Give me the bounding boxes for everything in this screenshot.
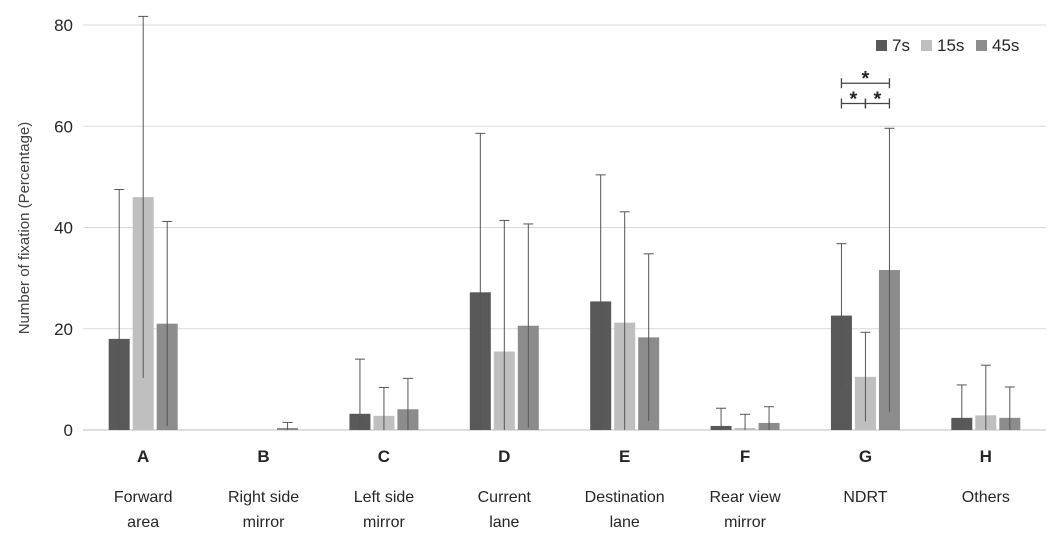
bars xyxy=(108,197,1021,430)
x-category-label: Rear view xyxy=(709,489,781,506)
y-tick-label: 20 xyxy=(54,320,73,339)
legend-label: 7s xyxy=(892,36,910,55)
x-category-letter: D xyxy=(498,447,510,466)
legend-label: 15s xyxy=(937,36,964,55)
significance-star: * xyxy=(874,88,882,110)
significance-star: * xyxy=(862,68,870,90)
significance-annotations: ** * xyxy=(840,68,891,110)
x-category-label: mirror xyxy=(724,514,766,531)
x-category-label: Destination xyxy=(585,489,665,506)
x-category-letter: B xyxy=(257,447,269,466)
y-tick-label: 60 xyxy=(54,117,73,136)
legend-swatch-7s xyxy=(876,40,887,51)
significance-star: * xyxy=(850,88,858,110)
x-category-label: Others xyxy=(962,489,1010,506)
legend-label: 45s xyxy=(992,36,1019,55)
x-category-label: mirror xyxy=(243,514,285,531)
x-axis-labels: A Forward area B Right side mirror C Left side m… xyxy=(114,447,1010,531)
legend-swatch-45s xyxy=(976,40,987,51)
y-tick-label: 80 xyxy=(54,16,73,35)
y-tick-label: 0 xyxy=(64,421,73,440)
x-category-letter: C xyxy=(378,447,390,466)
error-bars xyxy=(114,15,1015,430)
legend-swatch-15s xyxy=(921,40,932,51)
x-category-label: Right side xyxy=(228,489,299,506)
x-category-letter: A xyxy=(137,447,149,466)
x-category-letter: H xyxy=(980,447,992,466)
legend: 7s 15s 45s xyxy=(876,36,1019,55)
y-axis-label: Number of fixation (Percentage) xyxy=(16,122,33,335)
x-category-letter: G xyxy=(859,447,872,466)
y-tick-label: 40 xyxy=(54,219,73,238)
x-category-label: Left side xyxy=(354,489,415,506)
gridlines xyxy=(83,24,1046,431)
x-category-letter: E xyxy=(619,447,630,466)
x-category-label: lane xyxy=(610,514,640,531)
x-category-label: NDRT xyxy=(843,489,887,506)
x-category-label: lane xyxy=(489,514,519,531)
x-category-letter: F xyxy=(740,447,750,466)
x-category-label: Forward xyxy=(114,489,173,506)
x-category-label: area xyxy=(127,514,159,531)
x-category-label: mirror xyxy=(363,514,405,531)
x-category-label: Current xyxy=(478,489,532,506)
y-axis-ticks: 0 20 40 60 80 xyxy=(54,16,73,440)
